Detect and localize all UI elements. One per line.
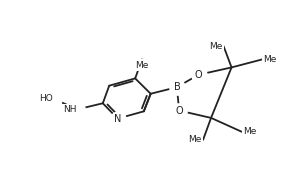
Text: Me: Me: [263, 55, 277, 64]
Text: O: O: [175, 106, 183, 116]
Text: NH: NH: [63, 105, 76, 114]
Text: Me: Me: [188, 135, 202, 144]
Text: O: O: [195, 70, 202, 80]
Text: HO: HO: [39, 94, 53, 103]
Text: B: B: [173, 82, 180, 92]
Text: Me: Me: [135, 61, 149, 70]
Text: Me: Me: [243, 127, 256, 136]
Text: N: N: [114, 114, 121, 124]
Text: Me: Me: [209, 42, 223, 51]
